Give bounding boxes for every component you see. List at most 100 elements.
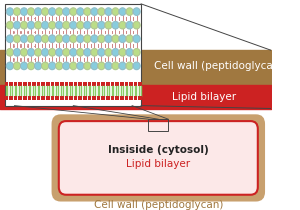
FancyBboxPatch shape <box>134 96 137 100</box>
Circle shape <box>49 21 56 29</box>
Circle shape <box>42 8 49 15</box>
FancyBboxPatch shape <box>83 96 87 100</box>
Circle shape <box>133 49 140 56</box>
FancyBboxPatch shape <box>4 96 8 100</box>
Circle shape <box>42 21 49 29</box>
Circle shape <box>133 21 140 29</box>
FancyBboxPatch shape <box>97 82 101 86</box>
FancyBboxPatch shape <box>4 82 8 86</box>
FancyBboxPatch shape <box>88 96 91 100</box>
Circle shape <box>28 49 34 56</box>
FancyBboxPatch shape <box>28 96 31 100</box>
FancyBboxPatch shape <box>83 82 87 86</box>
Circle shape <box>21 21 28 29</box>
Circle shape <box>112 35 119 42</box>
FancyBboxPatch shape <box>134 82 137 86</box>
Circle shape <box>14 8 20 15</box>
Circle shape <box>56 21 63 29</box>
Text: Cell wall (peptidoglycan): Cell wall (peptidoglycan) <box>154 61 283 71</box>
FancyBboxPatch shape <box>46 82 50 86</box>
FancyBboxPatch shape <box>111 82 114 86</box>
FancyBboxPatch shape <box>41 82 45 86</box>
Circle shape <box>126 8 133 15</box>
Circle shape <box>42 62 49 70</box>
Circle shape <box>91 35 98 42</box>
FancyBboxPatch shape <box>115 96 119 100</box>
Circle shape <box>119 8 126 15</box>
Circle shape <box>35 8 41 15</box>
FancyBboxPatch shape <box>97 96 101 100</box>
Circle shape <box>70 62 77 70</box>
Circle shape <box>14 35 20 42</box>
Circle shape <box>133 35 140 42</box>
Circle shape <box>28 21 34 29</box>
Circle shape <box>133 62 140 70</box>
Circle shape <box>7 8 14 15</box>
FancyBboxPatch shape <box>64 96 68 100</box>
Circle shape <box>21 35 28 42</box>
Circle shape <box>91 62 98 70</box>
Circle shape <box>7 21 14 29</box>
Text: Insiside (cytosol): Insiside (cytosol) <box>108 145 209 155</box>
Circle shape <box>70 35 77 42</box>
Circle shape <box>105 8 112 15</box>
FancyBboxPatch shape <box>9 82 13 86</box>
Circle shape <box>98 35 105 42</box>
Circle shape <box>98 21 105 29</box>
Circle shape <box>91 8 98 15</box>
Circle shape <box>7 49 14 56</box>
Circle shape <box>84 35 91 42</box>
FancyBboxPatch shape <box>74 96 77 100</box>
FancyBboxPatch shape <box>138 82 142 86</box>
FancyBboxPatch shape <box>32 96 36 100</box>
FancyBboxPatch shape <box>111 96 114 100</box>
Circle shape <box>84 21 91 29</box>
Circle shape <box>105 21 112 29</box>
Circle shape <box>112 8 119 15</box>
Text: Cell wall (peptidoglycan): Cell wall (peptidoglycan) <box>94 200 223 210</box>
Circle shape <box>112 49 119 56</box>
FancyBboxPatch shape <box>18 82 22 86</box>
FancyBboxPatch shape <box>55 82 59 86</box>
FancyBboxPatch shape <box>51 82 54 86</box>
FancyBboxPatch shape <box>37 82 40 86</box>
Text: Lipid bilayer: Lipid bilayer <box>172 92 236 102</box>
FancyBboxPatch shape <box>37 96 40 100</box>
Circle shape <box>98 62 105 70</box>
Circle shape <box>21 8 28 15</box>
Circle shape <box>35 21 41 29</box>
FancyBboxPatch shape <box>18 96 22 100</box>
Circle shape <box>119 49 126 56</box>
FancyBboxPatch shape <box>124 82 128 86</box>
Circle shape <box>56 35 63 42</box>
Circle shape <box>126 62 133 70</box>
Circle shape <box>49 35 56 42</box>
Circle shape <box>84 62 91 70</box>
Circle shape <box>7 62 14 70</box>
Circle shape <box>70 8 77 15</box>
FancyBboxPatch shape <box>14 96 17 100</box>
FancyBboxPatch shape <box>23 82 27 86</box>
Circle shape <box>63 21 70 29</box>
Circle shape <box>77 49 84 56</box>
Circle shape <box>63 35 70 42</box>
FancyBboxPatch shape <box>120 82 124 86</box>
Circle shape <box>49 8 56 15</box>
Circle shape <box>84 49 91 56</box>
Circle shape <box>119 62 126 70</box>
FancyBboxPatch shape <box>78 82 82 86</box>
Circle shape <box>35 62 41 70</box>
FancyBboxPatch shape <box>69 82 73 86</box>
Circle shape <box>35 35 41 42</box>
Circle shape <box>14 49 20 56</box>
FancyBboxPatch shape <box>92 82 96 86</box>
FancyBboxPatch shape <box>101 96 105 100</box>
Circle shape <box>70 49 77 56</box>
FancyBboxPatch shape <box>60 82 64 86</box>
Circle shape <box>63 62 70 70</box>
FancyBboxPatch shape <box>55 96 59 100</box>
FancyBboxPatch shape <box>129 82 133 86</box>
Circle shape <box>63 8 70 15</box>
FancyBboxPatch shape <box>74 82 77 86</box>
Circle shape <box>84 8 91 15</box>
